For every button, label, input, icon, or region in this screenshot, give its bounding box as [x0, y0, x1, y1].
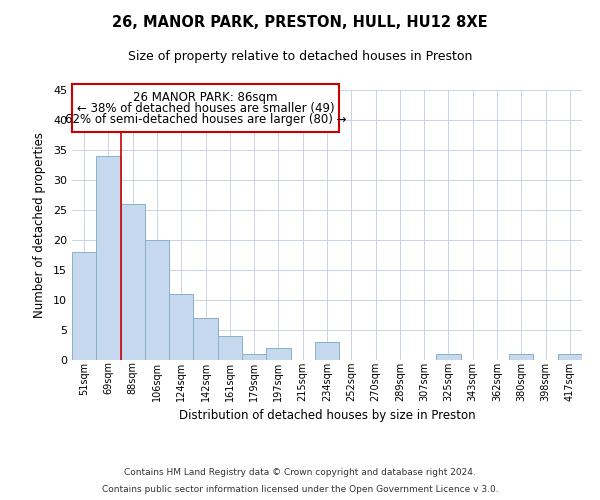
Bar	[72, 252, 96, 360]
X-axis label: Distribution of detached houses by size in Preston: Distribution of detached houses by size …	[179, 409, 475, 422]
Bar	[169, 294, 193, 360]
Bar	[436, 354, 461, 360]
Text: 26, MANOR PARK, PRESTON, HULL, HU12 8XE: 26, MANOR PARK, PRESTON, HULL, HU12 8XE	[112, 15, 488, 30]
Bar	[242, 354, 266, 360]
Text: 62% of semi-detached houses are larger (80) →: 62% of semi-detached houses are larger (…	[65, 113, 346, 126]
Bar	[509, 354, 533, 360]
Bar	[193, 318, 218, 360]
Bar	[218, 336, 242, 360]
Bar	[96, 156, 121, 360]
Text: ← 38% of detached houses are smaller (49): ← 38% of detached houses are smaller (49…	[77, 102, 334, 115]
Bar	[145, 240, 169, 360]
Text: Contains public sector information licensed under the Open Government Licence v : Contains public sector information licen…	[101, 484, 499, 494]
Y-axis label: Number of detached properties: Number of detached properties	[33, 132, 46, 318]
Bar	[558, 354, 582, 360]
Bar	[72, 84, 339, 132]
Text: 26 MANOR PARK: 86sqm: 26 MANOR PARK: 86sqm	[133, 91, 278, 104]
Bar	[315, 342, 339, 360]
Text: Size of property relative to detached houses in Preston: Size of property relative to detached ho…	[128, 50, 472, 63]
Bar	[121, 204, 145, 360]
Bar	[266, 348, 290, 360]
Text: Contains HM Land Registry data © Crown copyright and database right 2024.: Contains HM Land Registry data © Crown c…	[124, 468, 476, 477]
